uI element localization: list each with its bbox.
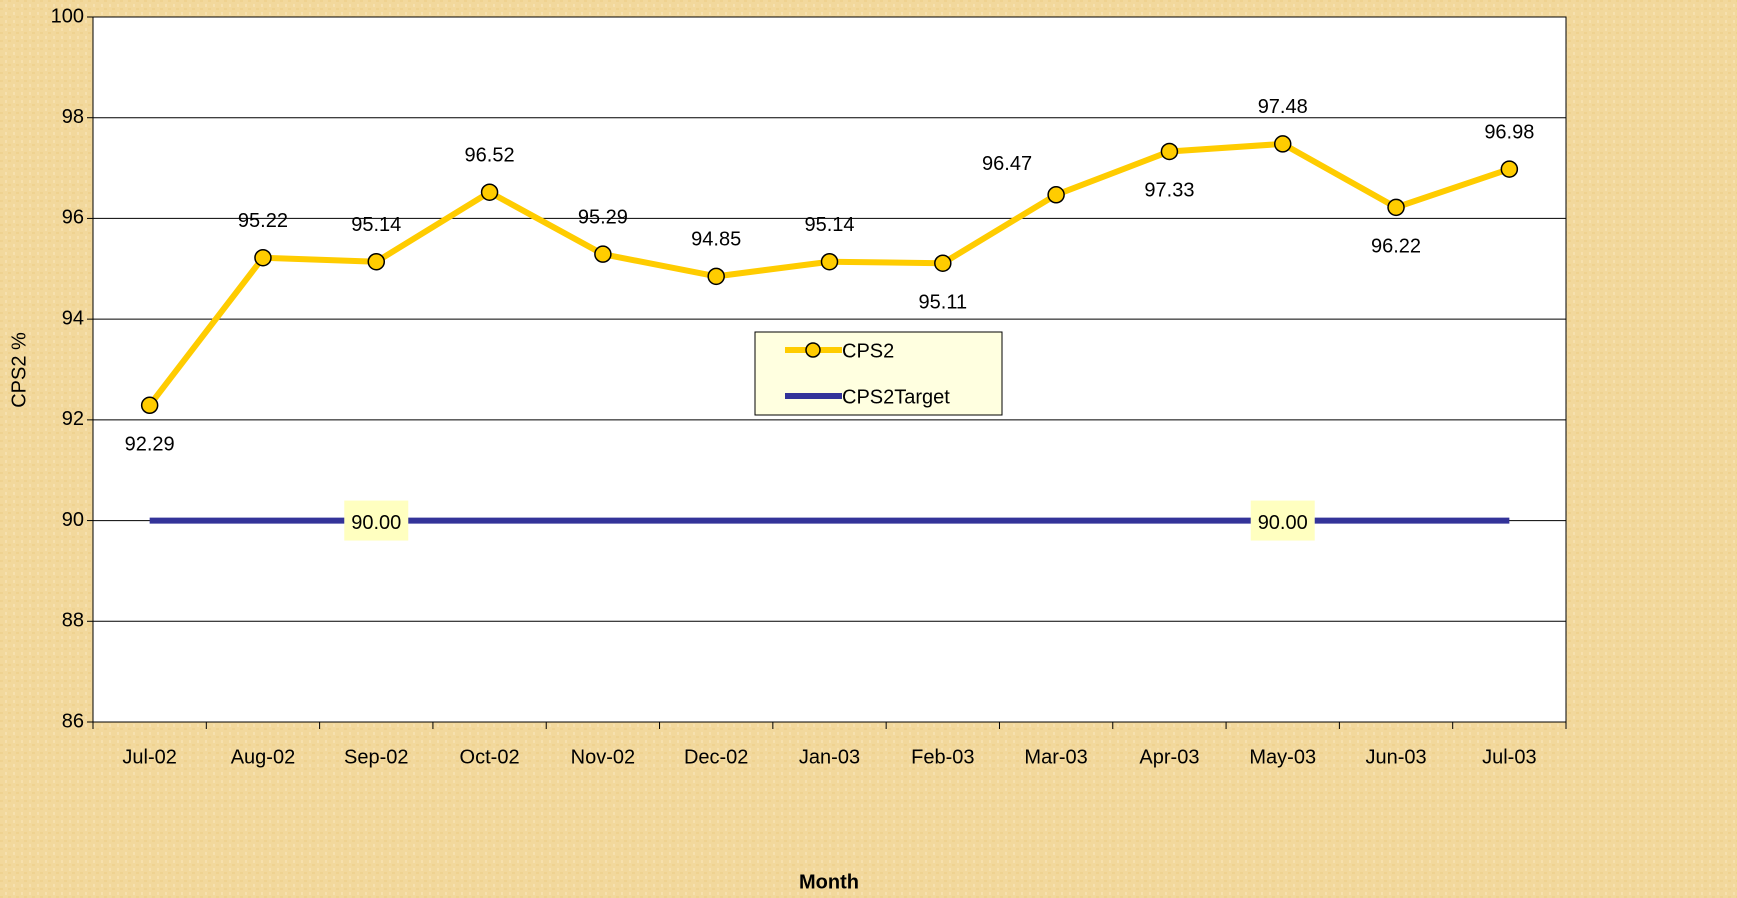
data-label: 92.29 [125, 434, 175, 456]
x-tick-label: Sep-02 [344, 746, 409, 768]
y-tick-label: 86 [62, 710, 84, 732]
point [1500, 160, 1519, 178]
y-tick-label: 94 [62, 307, 84, 329]
x-tick-label: Jul-03 [1482, 746, 1536, 768]
legend-label: CPS2Target [842, 386, 950, 408]
y-tick-label: 92 [62, 408, 84, 430]
data-label: 96.22 [1371, 236, 1421, 258]
point [707, 267, 725, 286]
point [934, 254, 952, 272]
data-label: 96.47 [982, 153, 1032, 175]
data-label: 95.22 [238, 210, 288, 232]
x-tick-label: Feb-03 [911, 746, 974, 768]
point [140, 396, 159, 415]
data-label: 95.14 [351, 214, 401, 236]
legend-label: CPS2 [842, 340, 894, 362]
data-label: 97.33 [1144, 180, 1194, 202]
legend [754, 331, 1003, 416]
x-tick-label: Aug-02 [231, 746, 296, 768]
legend-marker [805, 342, 821, 358]
y-tick-label: 96 [62, 207, 84, 229]
point [1273, 135, 1292, 153]
data-label: 95.14 [804, 214, 854, 236]
x-tick-label: Oct-02 [460, 746, 520, 768]
y-tick-label: 88 [62, 610, 84, 632]
point [820, 252, 839, 271]
y-tick-label: 90 [62, 509, 84, 531]
x-tick-label: Jul-02 [122, 746, 176, 768]
point [594, 245, 612, 263]
data-label: 96.98 [1484, 121, 1534, 143]
label-box [344, 500, 409, 541]
data-label: 95.29 [578, 206, 628, 228]
y-axis-title: CPS2 % [8, 332, 30, 408]
x-tick-label: Mar-03 [1024, 746, 1087, 768]
point [254, 248, 272, 267]
label-box [1250, 500, 1315, 541]
x-tick-label: Nov-02 [571, 746, 635, 768]
data-label: 97.48 [1258, 96, 1308, 118]
point [367, 252, 386, 271]
data-label: 95.11 [919, 292, 968, 314]
y-tick-label: 100 [51, 5, 84, 27]
data-label: 96.52 [465, 145, 515, 167]
point [1160, 142, 1179, 161]
x-tick-label: Apr-03 [1139, 746, 1199, 768]
x-tick-label: Dec-02 [684, 746, 748, 768]
point [1387, 198, 1405, 217]
data-label: 94.85 [691, 229, 741, 251]
data-label: 90.00 [351, 512, 401, 534]
x-tick-label: May-03 [1249, 746, 1316, 768]
point [480, 183, 499, 201]
point [1047, 186, 1065, 204]
x-tick-label: Jun-03 [1365, 746, 1426, 768]
data-label: 90.00 [1258, 512, 1308, 534]
x-axis-title: Month [799, 871, 859, 893]
x-tick-label: Jan-03 [799, 746, 860, 768]
y-tick-label: 98 [62, 106, 84, 128]
